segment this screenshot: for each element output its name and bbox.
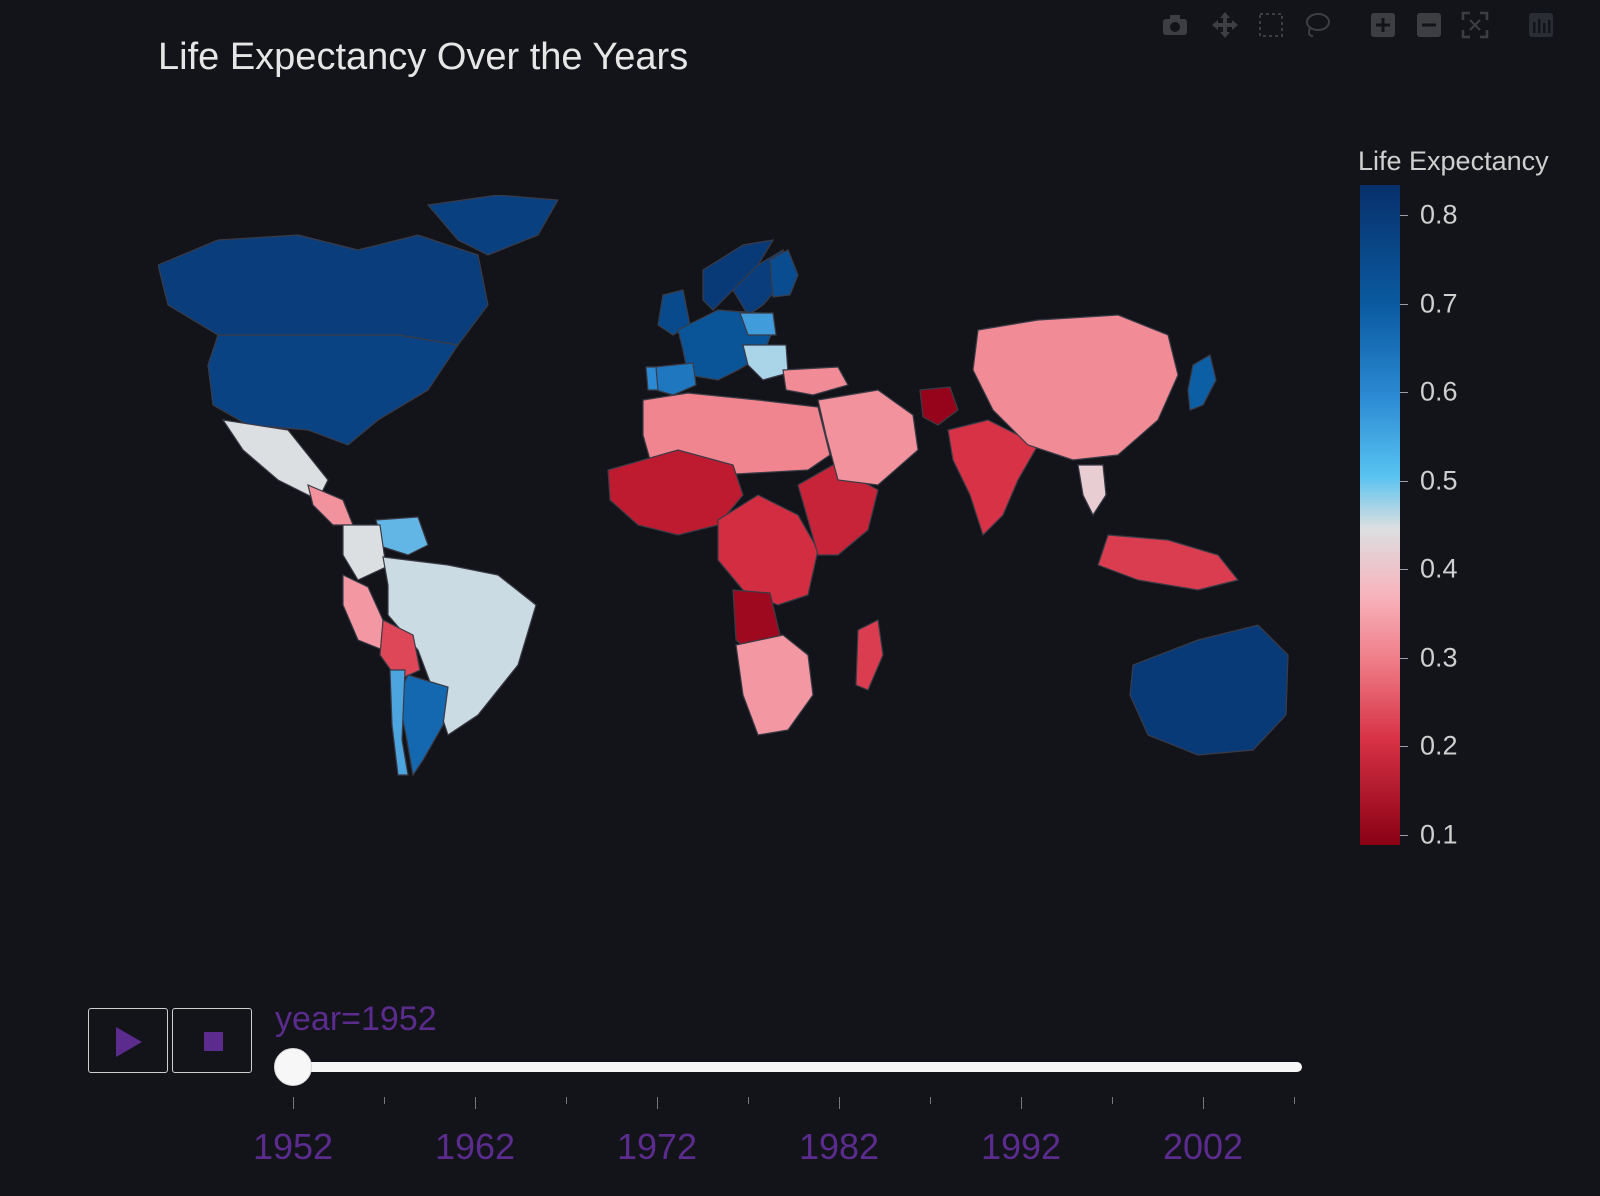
slider-tick xyxy=(1021,1097,1022,1109)
slider-label-1992[interactable]: 1992 xyxy=(980,1126,1062,1167)
region-balkans[interactable] xyxy=(742,344,789,381)
slider-tick xyxy=(384,1097,385,1104)
region-canada[interactable] xyxy=(158,234,489,346)
play-button[interactable] xyxy=(88,1008,168,1073)
camera-icon[interactable] xyxy=(1160,10,1190,40)
zoom-in-icon[interactable] xyxy=(1368,10,1398,40)
slider-label-1982[interactable]: 1982 xyxy=(798,1126,880,1167)
slider-rail[interactable] xyxy=(284,1062,1302,1072)
slider-label-2002[interactable]: 2002 xyxy=(1162,1126,1244,1167)
region-finland[interactable] xyxy=(769,249,799,298)
region-spain[interactable] xyxy=(654,362,697,396)
region-greenland[interactable] xyxy=(426,195,559,256)
region-australia[interactable] xyxy=(1129,624,1289,756)
modebar xyxy=(1160,6,1590,42)
colorbar-tick-label: 0.2 xyxy=(1420,730,1458,761)
colorbar-tick-mark xyxy=(1400,480,1408,482)
region-central-africa[interactable] xyxy=(717,494,819,606)
region-madagascar[interactable] xyxy=(855,619,884,691)
colorbar xyxy=(1360,185,1400,845)
slider-label-1972[interactable]: 1972 xyxy=(616,1126,698,1167)
slider-tick xyxy=(475,1097,476,1109)
region-portugal[interactable] xyxy=(645,366,659,391)
colorbar-tick-label: 0.6 xyxy=(1420,376,1458,407)
colorbar-tick-label: 0.8 xyxy=(1420,199,1458,230)
colorbar-tick-mark xyxy=(1400,392,1408,394)
colorbar-tick-mark xyxy=(1400,657,1408,659)
colorbar-tick-label: 0.3 xyxy=(1420,642,1458,673)
colorbar-tick-mark xyxy=(1400,303,1408,305)
slider-tick xyxy=(293,1097,294,1109)
slider-tick xyxy=(1112,1097,1113,1104)
colorbar-tick-label: 0.7 xyxy=(1420,288,1458,319)
region-brazil[interactable] xyxy=(382,556,537,736)
colorbar-tick-label: 0.4 xyxy=(1420,553,1458,584)
plotly-logo-icon[interactable] xyxy=(1526,10,1556,40)
zoom-out-icon[interactable] xyxy=(1414,10,1444,40)
slider-label-1962[interactable]: 1962 xyxy=(434,1126,516,1167)
colorbar-title: Life Expectancy xyxy=(1358,146,1549,176)
slider-handle[interactable] xyxy=(274,1048,312,1086)
region-indonesia[interactable] xyxy=(1097,534,1240,591)
region-peru[interactable] xyxy=(342,574,384,651)
region-united-states[interactable] xyxy=(207,334,460,446)
colorbar-tick-mark xyxy=(1400,215,1408,216)
region-turkey[interactable] xyxy=(782,366,849,396)
colorbar-tick-mark xyxy=(1400,746,1408,748)
slider-tick xyxy=(1203,1097,1204,1109)
region-india[interactable] xyxy=(947,419,1039,537)
region-china[interactable] xyxy=(972,314,1179,461)
region-southern-africa[interactable] xyxy=(735,634,814,736)
slider-tick xyxy=(839,1097,840,1109)
region-afghanistan[interactable] xyxy=(919,386,959,426)
pan-icon[interactable] xyxy=(1210,10,1240,40)
box-select-icon[interactable] xyxy=(1256,10,1286,40)
slider-tick xyxy=(748,1097,749,1104)
colorbar-tick-label: 0.1 xyxy=(1420,819,1458,850)
region-central-america[interactable] xyxy=(307,483,354,526)
slider-current-value: year=1952 xyxy=(275,1000,437,1038)
stop-icon xyxy=(204,1032,223,1051)
region-colombia[interactable] xyxy=(342,524,387,581)
colorbar-tick-label: 0.5 xyxy=(1420,465,1458,496)
chart-title: Life Expectancy Over the Years xyxy=(158,36,689,78)
slider-label-1952[interactable]: 1952 xyxy=(252,1126,334,1167)
lasso-icon[interactable] xyxy=(1302,10,1332,40)
choropleth-map[interactable] xyxy=(158,195,1318,795)
slider-tick xyxy=(1294,1097,1295,1104)
slider-tick xyxy=(930,1097,931,1104)
colorbar-tick-mark xyxy=(1400,835,1408,836)
stop-button[interactable] xyxy=(172,1008,252,1073)
play-icon xyxy=(116,1027,142,1057)
region-thailand[interactable] xyxy=(1077,464,1107,517)
region-east-africa[interactable] xyxy=(797,464,879,556)
region-middle-east[interactable] xyxy=(817,389,919,486)
region-japan[interactable] xyxy=(1187,354,1217,411)
region-poland[interactable] xyxy=(739,312,777,336)
autoscale-icon[interactable] xyxy=(1460,10,1490,40)
colorbar-tick-mark xyxy=(1400,569,1408,571)
region-chile[interactable] xyxy=(389,669,409,776)
slider-tick xyxy=(566,1097,567,1104)
slider-tick xyxy=(657,1097,658,1109)
